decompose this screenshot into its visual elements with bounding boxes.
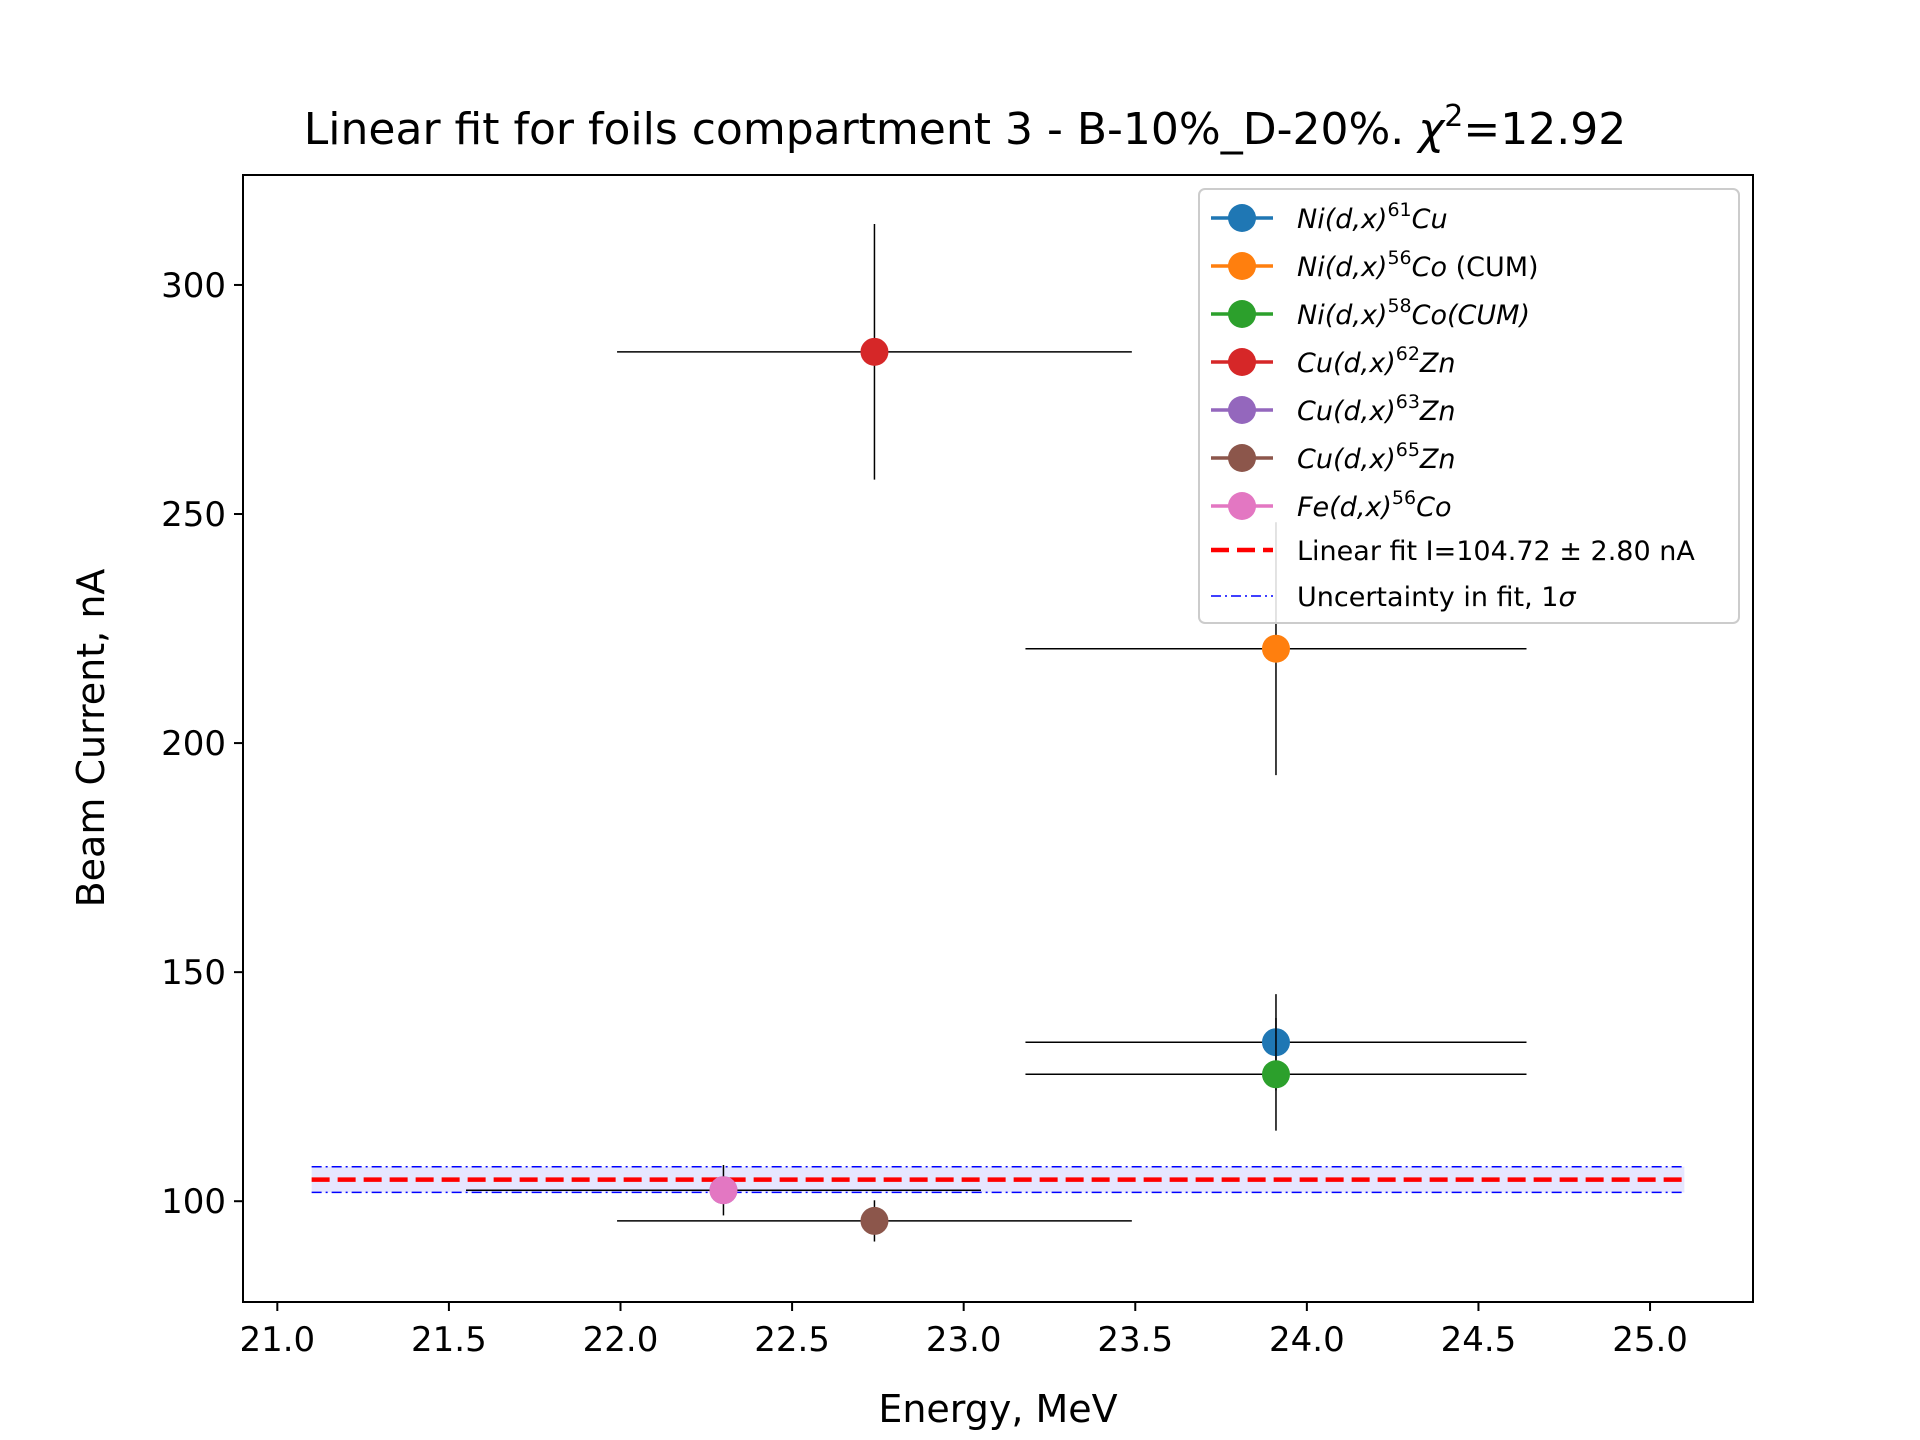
legend-marker	[1228, 348, 1256, 376]
data-marker	[860, 337, 889, 366]
x-tick-label: 23.0	[926, 1320, 1002, 1360]
legend-entry: Ni(d,x)56Co (CUM)	[1211, 247, 1539, 283]
x-tick-label: 21.5	[411, 1320, 487, 1360]
x-tick-label: 22.5	[754, 1320, 830, 1360]
y-axis: 100 150 200 250 300	[161, 266, 243, 1222]
x-axis: 21.0 21.5 22.0 22.5 23.0 23.5 24.0 24.5 25.0	[239, 1302, 1688, 1360]
x-tick-label: 25.0	[1612, 1320, 1688, 1360]
legend-marker	[1228, 396, 1256, 424]
data-marker	[1261, 1060, 1290, 1089]
legend-box	[1198, 188, 1740, 624]
legend-entry: Ni(d,x)61Cu	[1211, 199, 1448, 235]
legend-entry: Cu(d,x)65Zn	[1211, 439, 1456, 475]
legend-marker	[1228, 204, 1256, 232]
legend-entry-fit: Linear fit I=104.72 ± 2.80 nA	[1211, 536, 1695, 567]
legend: Ni(d,x)61Cu Ni(d,x)56Co (CUM) Ni(d,x)58Co(…	[1198, 188, 1740, 624]
legend-label: Fe(d,x)56Co	[1297, 487, 1451, 523]
legend-marker	[1228, 444, 1256, 472]
data-marker	[860, 1206, 889, 1235]
legend-label: Cu(d,x)62Zn	[1297, 343, 1456, 379]
y-tick-label: 250	[161, 495, 226, 535]
x-tick-label: 24.0	[1269, 1320, 1345, 1360]
chart-title-main: Linear fit for foils compartment 3 - B-1…	[304, 104, 1418, 155]
legend-entry: Ni(d,x)58Co(CUM)	[1211, 295, 1530, 331]
legend-entry: Cu(d,x)62Zn	[1211, 343, 1456, 379]
y-tick-label: 150	[161, 953, 226, 993]
y-tick-label: 100	[161, 1182, 226, 1222]
data-point-4	[617, 224, 1132, 480]
legend-label: Cu(d,x)65Zn	[1297, 439, 1456, 475]
y-axis-label: Beam Current, nA	[69, 569, 113, 908]
chart-title-sup: 2	[1444, 99, 1463, 134]
legend-label: Ni(d,x)61Cu	[1297, 199, 1448, 235]
chart-title-value: =12.92	[1463, 104, 1626, 155]
data-point-3	[1025, 1017, 1527, 1131]
y-tick-label: 300	[161, 266, 226, 306]
legend-label: Cu(d,x)63Zn	[1297, 391, 1456, 427]
x-axis-label: Energy, MeV	[878, 1387, 1117, 1431]
chart-title: Linear fit for foils compartment 3 - B-1…	[304, 99, 1626, 155]
data-point-7	[466, 1165, 981, 1216]
x-tick-label: 22.0	[583, 1320, 659, 1360]
plot-frame	[242, 174, 1754, 1303]
legend-label: Ni(d,x)56Co (CUM)	[1297, 247, 1539, 283]
legend-entry: Fe(d,x)56Co	[1211, 487, 1451, 523]
legend-marker	[1228, 300, 1256, 328]
data-marker	[1261, 634, 1290, 663]
legend-entry-uncertainty: Uncertainty in fit, 1σ	[1211, 582, 1576, 613]
fit-layer	[311, 1166, 1685, 1194]
legend-marker	[1228, 252, 1256, 280]
x-tick-label: 23.5	[1097, 1320, 1173, 1360]
x-tick-label: 21.0	[239, 1320, 315, 1360]
y-tick-label: 200	[161, 724, 226, 764]
legend-label: Uncertainty in fit, 1σ	[1297, 582, 1576, 613]
legend-marker	[1228, 492, 1256, 520]
chart-title-chi: χ	[1416, 104, 1446, 155]
legend-label: Linear fit I=104.72 ± 2.80 nA	[1297, 536, 1695, 567]
data-marker	[709, 1176, 738, 1205]
data-point-6	[617, 1200, 1132, 1242]
legend-entry: Cu(d,x)63Zn	[1211, 391, 1456, 427]
x-tick-label: 24.5	[1441, 1320, 1517, 1360]
legend-label: Ni(d,x)58Co(CUM)	[1297, 295, 1530, 331]
